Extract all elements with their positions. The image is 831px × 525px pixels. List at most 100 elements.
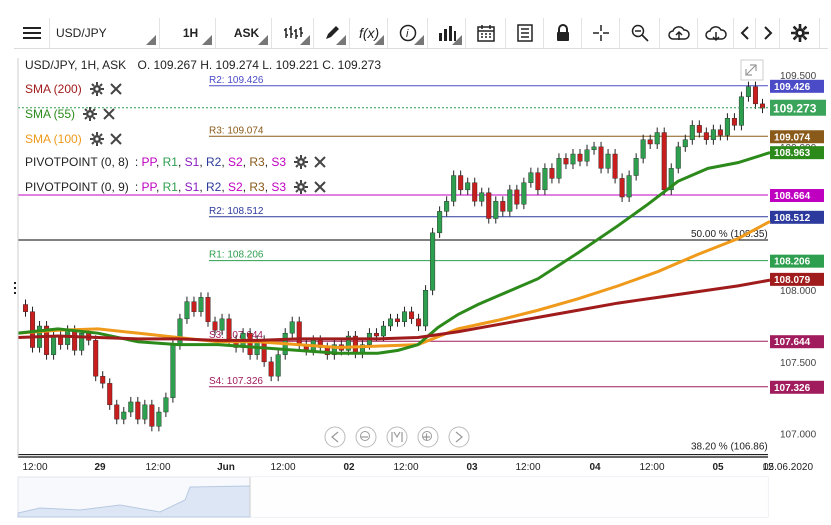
zoom-out-button[interactable] <box>355 426 377 448</box>
price-badge: 107.326 <box>770 380 824 394</box>
pivot-component: , <box>177 155 185 169</box>
x-tick-label: 12:00 <box>22 462 47 473</box>
close-icon[interactable] <box>109 133 122 145</box>
price-badge-text: 108.206 <box>774 257 811 268</box>
legend-label: SMA (200) <box>25 82 82 96</box>
candle <box>654 127 660 150</box>
download-button[interactable] <box>698 18 734 48</box>
legend-label: PIVOTPOINT (0, 8) <box>25 155 129 169</box>
pivot-component: S1 <box>184 180 200 194</box>
pivot-component: R1 <box>162 180 178 194</box>
next-button[interactable] <box>756 18 780 48</box>
price-side-select-label: ASK <box>233 26 260 40</box>
toolbar: USD/JPY 1H ASK f(x) i <box>14 18 828 49</box>
candle <box>268 356 274 382</box>
price-badge: 109.074 <box>770 130 824 144</box>
panel-resize-handle[interactable] <box>14 282 16 294</box>
candle <box>437 206 443 238</box>
upload-button[interactable] <box>660 18 698 48</box>
x-tick-label: 03 <box>466 462 478 473</box>
scroll-left-button[interactable] <box>324 426 346 448</box>
legend-item[interactable]: PIVOTPOINT (0, 8): PP, R1, S1, R2, S2, R… <box>25 153 326 171</box>
close-icon[interactable] <box>109 83 122 95</box>
sma-100-line[interactable] <box>17 220 771 350</box>
y-tick-label: 107.000 <box>780 430 817 441</box>
settings-icon[interactable] <box>294 180 309 194</box>
ohlc-values: O. 109.267 H. 109.274 L. 109.221 C. 109.… <box>137 58 382 72</box>
price-badge: 109.426 <box>770 79 824 93</box>
close-icon[interactable] <box>314 181 326 193</box>
legend-item[interactable]: SMA (55) <box>25 105 115 123</box>
prev-button[interactable] <box>734 18 756 48</box>
y-tick-label: 108.000 <box>780 286 817 297</box>
settings-icon[interactable] <box>294 155 309 169</box>
level-label: R2: 108.512 <box>209 206 264 217</box>
candle <box>584 144 590 167</box>
settings-icon[interactable] <box>83 107 98 121</box>
candle <box>605 149 611 174</box>
pivot-component: PP <box>141 180 156 194</box>
price-chart[interactable]: 109.500109.000108.500108.000107.500107.0… <box>0 48 831 520</box>
pivot-component: : <box>134 155 142 169</box>
candle <box>668 163 674 195</box>
pivot-component: , <box>221 155 229 169</box>
candle <box>402 306 408 327</box>
info-icon: i <box>399 24 417 42</box>
expand-button[interactable] <box>740 59 764 81</box>
scroll-left-icon <box>331 431 339 443</box>
candle <box>493 196 499 224</box>
candle <box>395 313 401 327</box>
menu-button[interactable] <box>14 18 50 48</box>
x-tick-label: 04 <box>589 462 601 473</box>
zoom-in-button[interactable] <box>417 426 439 448</box>
last-price-text: 109.273 <box>773 102 817 116</box>
volume-button[interactable] <box>428 18 466 48</box>
settings-icon[interactable] <box>89 82 104 96</box>
close-icon[interactable] <box>103 108 115 120</box>
legend-item[interactable]: SMA (200) <box>25 80 122 98</box>
candle <box>23 299 29 317</box>
candle <box>521 177 527 210</box>
close-icon[interactable] <box>314 156 326 168</box>
price-badge: 108.206 <box>770 254 824 268</box>
zoom-button[interactable] <box>620 18 660 48</box>
candle <box>93 335 99 382</box>
crosshair-button[interactable] <box>582 18 620 48</box>
legend-item[interactable]: PIVOTPOINT (0, 9): PP, R1, S1, R2, S2, R… <box>25 178 326 196</box>
report-button[interactable] <box>506 18 544 48</box>
candle <box>465 177 471 195</box>
reset-button[interactable] <box>386 426 408 448</box>
candle <box>549 163 555 184</box>
dropdown-corner-icon <box>300 35 310 45</box>
candle <box>724 113 730 141</box>
fx-button[interactable]: f(x) <box>350 18 388 48</box>
candle <box>535 167 541 195</box>
settings-button[interactable] <box>780 18 820 48</box>
chart-area[interactable]: 109.500109.000108.500108.000107.500107.0… <box>0 48 831 520</box>
scroll-right-button[interactable] <box>448 426 470 448</box>
candle <box>500 196 506 217</box>
candle <box>710 124 716 145</box>
pivot-component: S2 <box>228 180 243 194</box>
settings-icon[interactable] <box>89 132 104 146</box>
info-button[interactable]: i <box>388 18 428 48</box>
draw-button[interactable] <box>314 18 350 48</box>
x-tick-label: 12:00 <box>145 462 170 473</box>
symbol-select[interactable]: USD/JPY <box>50 18 160 48</box>
candle <box>114 399 120 425</box>
sma-badge-text: 108.079 <box>774 275 811 286</box>
candle <box>556 153 562 184</box>
pivot-component: S3 <box>271 180 287 194</box>
candle <box>717 124 723 141</box>
calendar-button[interactable] <box>466 18 506 48</box>
bar-style-button[interactable] <box>272 18 314 48</box>
timeframe-select[interactable]: 1H <box>160 18 216 48</box>
navigator-window[interactable] <box>250 477 768 517</box>
candle <box>142 399 148 425</box>
price-side-select[interactable]: ASK <box>216 18 272 48</box>
legend-item[interactable]: SMA (100) <box>25 130 122 148</box>
candle <box>107 378 113 410</box>
lock-button[interactable] <box>544 18 582 48</box>
sma-200-line[interactable] <box>17 278 771 342</box>
pivot-component: , <box>242 155 250 169</box>
